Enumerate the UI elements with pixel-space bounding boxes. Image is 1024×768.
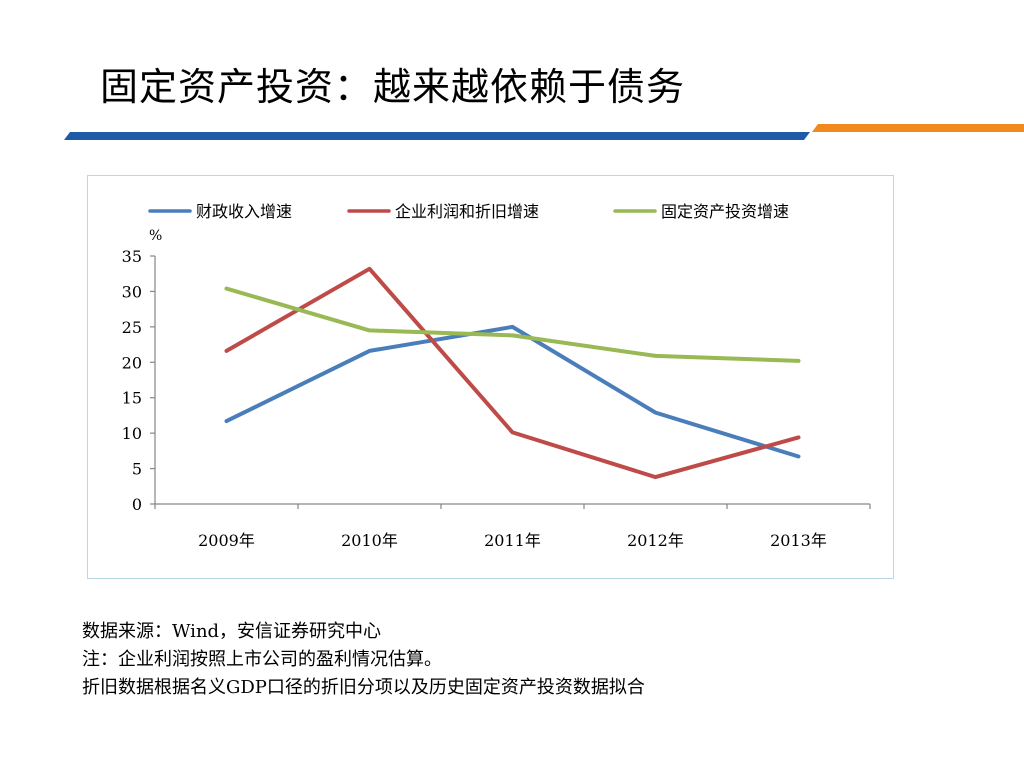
legend-label: 企业利润和折旧增速 xyxy=(395,202,539,221)
y-tick-label: 10 xyxy=(122,424,142,443)
x-tick-label: 2011年 xyxy=(484,531,541,550)
legend-label: 财政收入增速 xyxy=(196,202,292,221)
source-note-line: 注：企业利润按照上市公司的盈利情况估算。 xyxy=(82,649,442,670)
legend-label: 固定资产投资增速 xyxy=(661,202,789,221)
slide-title: 固定资产投资：越来越依赖于债务 xyxy=(100,65,686,109)
header-rule-orange xyxy=(812,124,1024,132)
line-chart: 财政收入增速 企业利润和折旧增速 固定资产投资增速% 0 5 10 15 20 25 30 35 20… xyxy=(122,202,871,550)
y-tick-label: 20 xyxy=(122,353,142,372)
header-rule-blue xyxy=(64,132,810,140)
source-note-line: 数据来源：Wind，安信证券研究中心 xyxy=(82,621,382,642)
x-tick-label: 2012年 xyxy=(627,531,684,550)
header-rule xyxy=(64,124,1024,140)
y-tick-label: 0 xyxy=(132,495,142,514)
x-tick-label: 2013年 xyxy=(770,531,827,550)
y-tick-label: 5 xyxy=(132,460,142,479)
series-line xyxy=(224,266,801,480)
chart-frame: 财政收入增速 企业利润和折旧增速 固定资产投资增速% 0 5 10 15 20 25 30 35 20… xyxy=(87,175,894,579)
series-line xyxy=(224,324,801,459)
y-tick-label: 15 xyxy=(122,389,142,408)
y-tick-label: 25 xyxy=(122,318,142,337)
source-notes: 数据来源：Wind，安信证券研究中心 注：企业利润按照上市公司的盈利情况估算。 … xyxy=(82,618,982,702)
y-tick-label: 35 xyxy=(122,247,142,266)
y-axis-unit: % xyxy=(149,228,162,244)
x-tick-label: 2009年 xyxy=(198,531,255,550)
x-tick-label: 2010年 xyxy=(341,531,398,550)
source-note-line: 折旧数据根据名义GDP口径的折旧分项以及历史固定资产投资数据拟合 xyxy=(82,677,645,698)
y-tick-label: 30 xyxy=(122,282,142,301)
series-line xyxy=(224,286,801,363)
